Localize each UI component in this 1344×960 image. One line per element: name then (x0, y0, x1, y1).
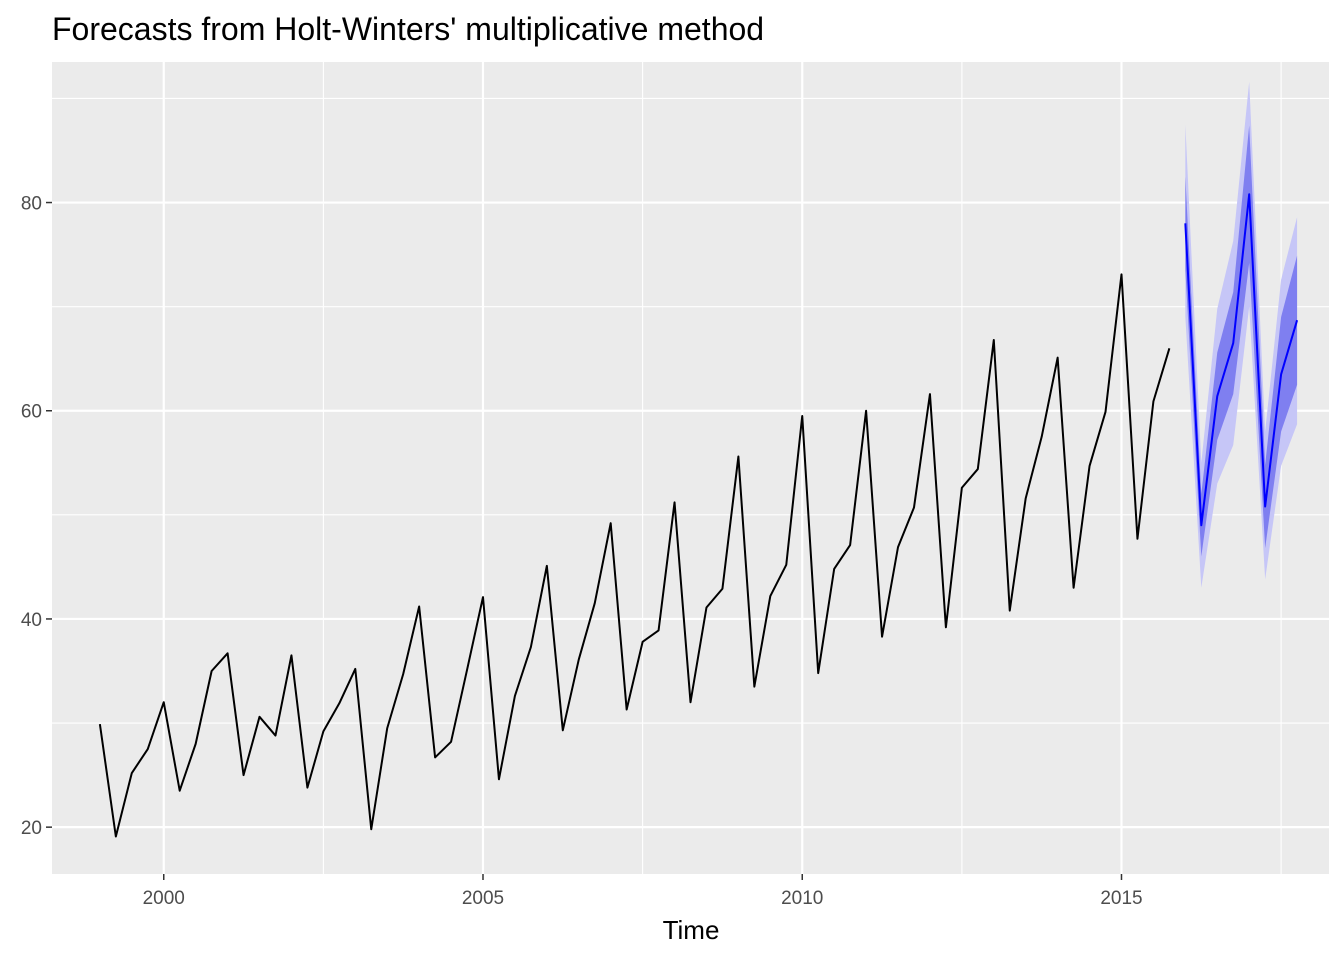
plot-panel (52, 62, 1329, 874)
forecast-series-line (1184, 193, 1299, 527)
chart-title: Forecasts from Holt-Winters' multiplicat… (52, 11, 764, 47)
x-axis: 2000 2005 2010 2015 (143, 874, 1143, 909)
major-grid (52, 62, 1329, 874)
y-tick-label: 80 (21, 194, 42, 215)
y-tick-label: 20 (21, 818, 42, 839)
y-axis: 20 40 60 80 (21, 194, 52, 839)
series-lines (98, 193, 1299, 838)
x-tick-label: 2010 (781, 888, 823, 909)
x-tick-label: 2000 (143, 888, 185, 909)
observed-series-line (98, 273, 1171, 838)
y-tick-label: 40 (21, 610, 42, 631)
interval-80-band (1185, 125, 1298, 557)
x-tick-label: 2005 (462, 888, 504, 909)
x-tick-label: 2015 (1100, 888, 1142, 909)
prediction-intervals (1185, 81, 1298, 588)
y-tick-label: 60 (21, 402, 42, 423)
x-axis-title: Time (663, 915, 720, 945)
